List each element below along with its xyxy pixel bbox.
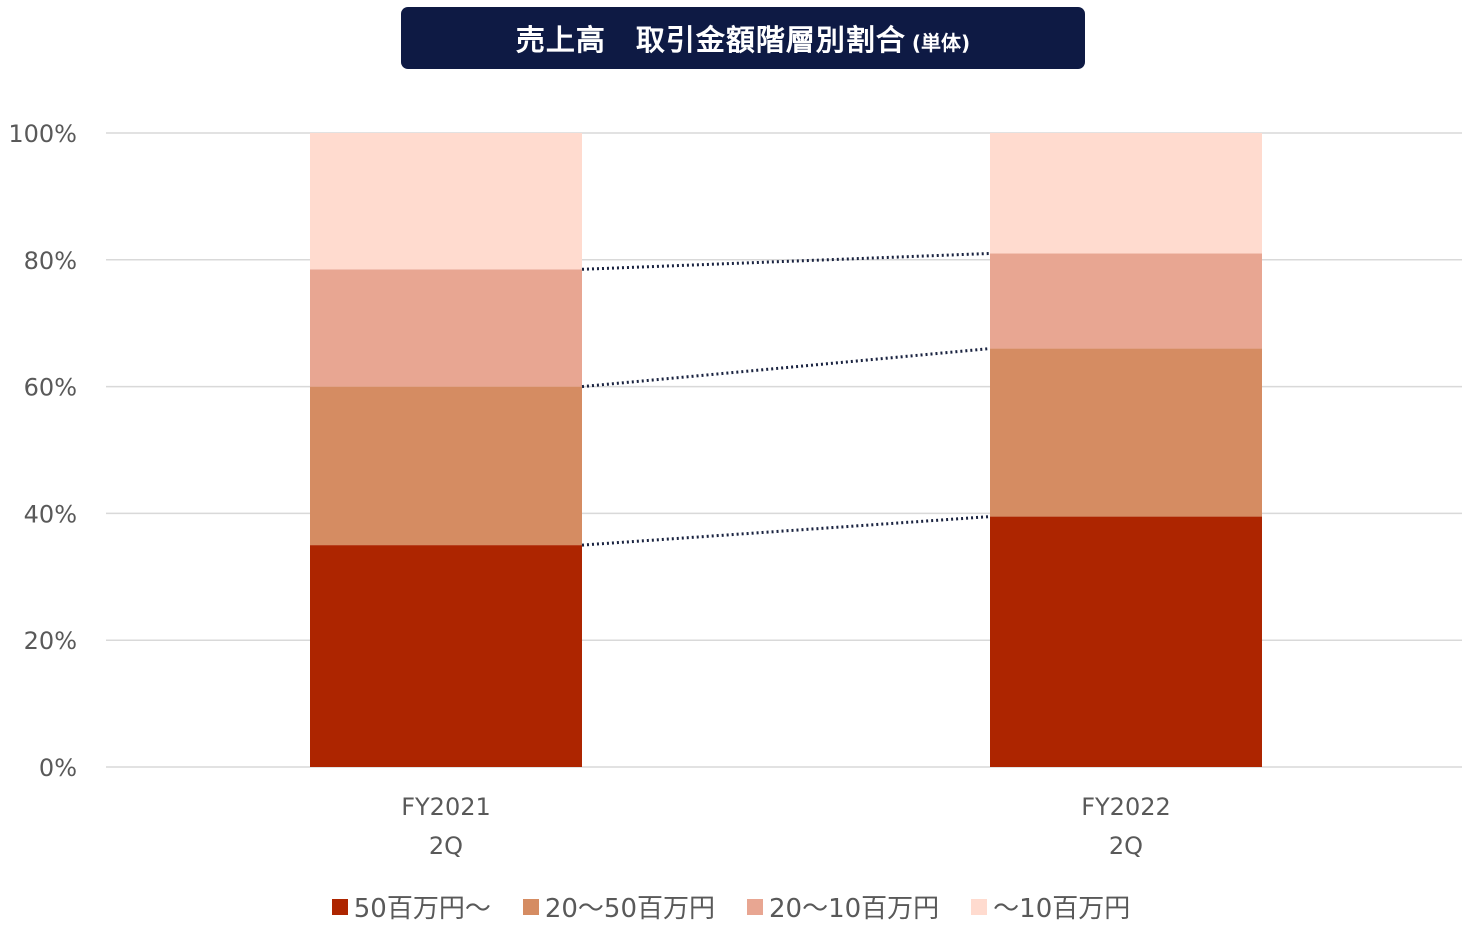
connector-line: [581, 347, 991, 389]
legend-label: 50百万円〜: [353, 894, 491, 924]
chart-title-banner: 売上高 取引金額階層別割合 (単体): [401, 7, 1085, 69]
y-tick-label: 20%: [24, 627, 77, 655]
bar-segment: [990, 253, 1262, 349]
bar-segment: [310, 269, 582, 387]
bar-segment: [310, 545, 582, 767]
legend-item: 20〜10百万円: [747, 888, 939, 925]
stacked-bar-chart: 0% 20% 40% 60% 80% 100% FY2021 2Q FY2022 2Q: [8, 120, 1462, 860]
x-tick-label: 2Q: [429, 832, 463, 860]
legend-label: 20〜50百万円: [544, 894, 715, 924]
legend-item: 〜10百万円: [971, 888, 1130, 925]
legend-swatch: [747, 898, 763, 915]
y-tick-label: 100%: [8, 120, 77, 148]
bar-segment: [990, 348, 1262, 517]
x-tick-label: 2Q: [1109, 832, 1143, 860]
y-tick-label: 40%: [24, 500, 77, 528]
bar-segment: [990, 133, 1262, 254]
y-tick-label: 0%: [39, 754, 77, 782]
bar-segment: [310, 386, 582, 546]
connector-line: [581, 515, 991, 547]
legend-label: 〜10百万円: [993, 894, 1131, 924]
legend-swatch: [331, 898, 348, 915]
legend-label: 20〜10百万円: [769, 894, 940, 924]
chart-legend: 50百万円〜 20〜50百万円 20〜10百万円 〜10百万円: [0, 888, 1462, 925]
legend-item: 50百万円〜: [331, 888, 491, 925]
x-tick-label: FY2022: [1081, 793, 1171, 821]
bar-segment: [990, 516, 1262, 767]
y-tick-label: 60%: [24, 374, 77, 402]
connector-line: [581, 251, 991, 271]
chart-title-sub: (単体): [911, 30, 971, 55]
legend-swatch: [971, 898, 988, 915]
y-tick-label: 80%: [24, 247, 77, 275]
chart-title: 売上高 取引金額階層別割合: [515, 23, 906, 57]
x-tick-label: FY2021: [401, 793, 491, 821]
legend-swatch: [522, 898, 539, 915]
bar-segment: [310, 133, 582, 270]
legend-item: 20〜50百万円: [522, 888, 715, 925]
